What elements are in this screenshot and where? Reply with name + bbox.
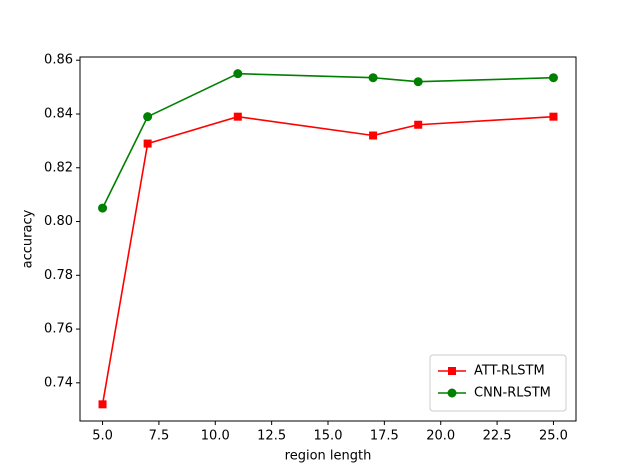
legend-label: CNN-RLSTM (474, 386, 551, 401)
y-tick-label: 0.76 (44, 322, 73, 337)
x-tick-label: 15.0 (314, 429, 343, 444)
point (233, 69, 243, 79)
y-tick-label: 0.74 (44, 375, 73, 390)
point (143, 112, 153, 122)
point (369, 131, 378, 140)
y-axis-label: accuracy (21, 209, 36, 268)
x-axis-label: region length (285, 449, 372, 464)
x-tick-label: 17.5 (370, 429, 399, 444)
x-tick-label: 10.0 (201, 429, 230, 444)
x-tick-label: 25.0 (539, 429, 568, 444)
x-tick-label: 22.5 (483, 429, 512, 444)
point (413, 77, 423, 87)
point (414, 120, 423, 129)
legend-box (429, 354, 567, 412)
y-tick-label: 0.84 (44, 106, 73, 121)
x-tick-label: 12.5 (257, 429, 286, 444)
point (368, 73, 378, 83)
point (98, 203, 108, 213)
y-tick-label: 0.82 (44, 160, 73, 175)
plot-frame (79, 56, 577, 422)
point (549, 112, 558, 121)
point (98, 400, 107, 409)
point (143, 139, 152, 148)
y-tick-label: 0.80 (44, 214, 73, 229)
x-tick-label: 20.0 (426, 429, 455, 444)
x-tick-label: 7.5 (149, 429, 170, 444)
legend-marker (448, 367, 456, 375)
x-tick-label: 5.0 (92, 429, 113, 444)
point (548, 73, 558, 83)
legend-marker (447, 388, 457, 398)
y-tick-label: 0.86 (44, 53, 73, 68)
line (101, 72, 554, 209)
legend-label: ATT-RLSTM (474, 364, 545, 379)
point (233, 112, 242, 121)
line (101, 115, 554, 405)
y-tick-label: 0.78 (44, 268, 73, 283)
